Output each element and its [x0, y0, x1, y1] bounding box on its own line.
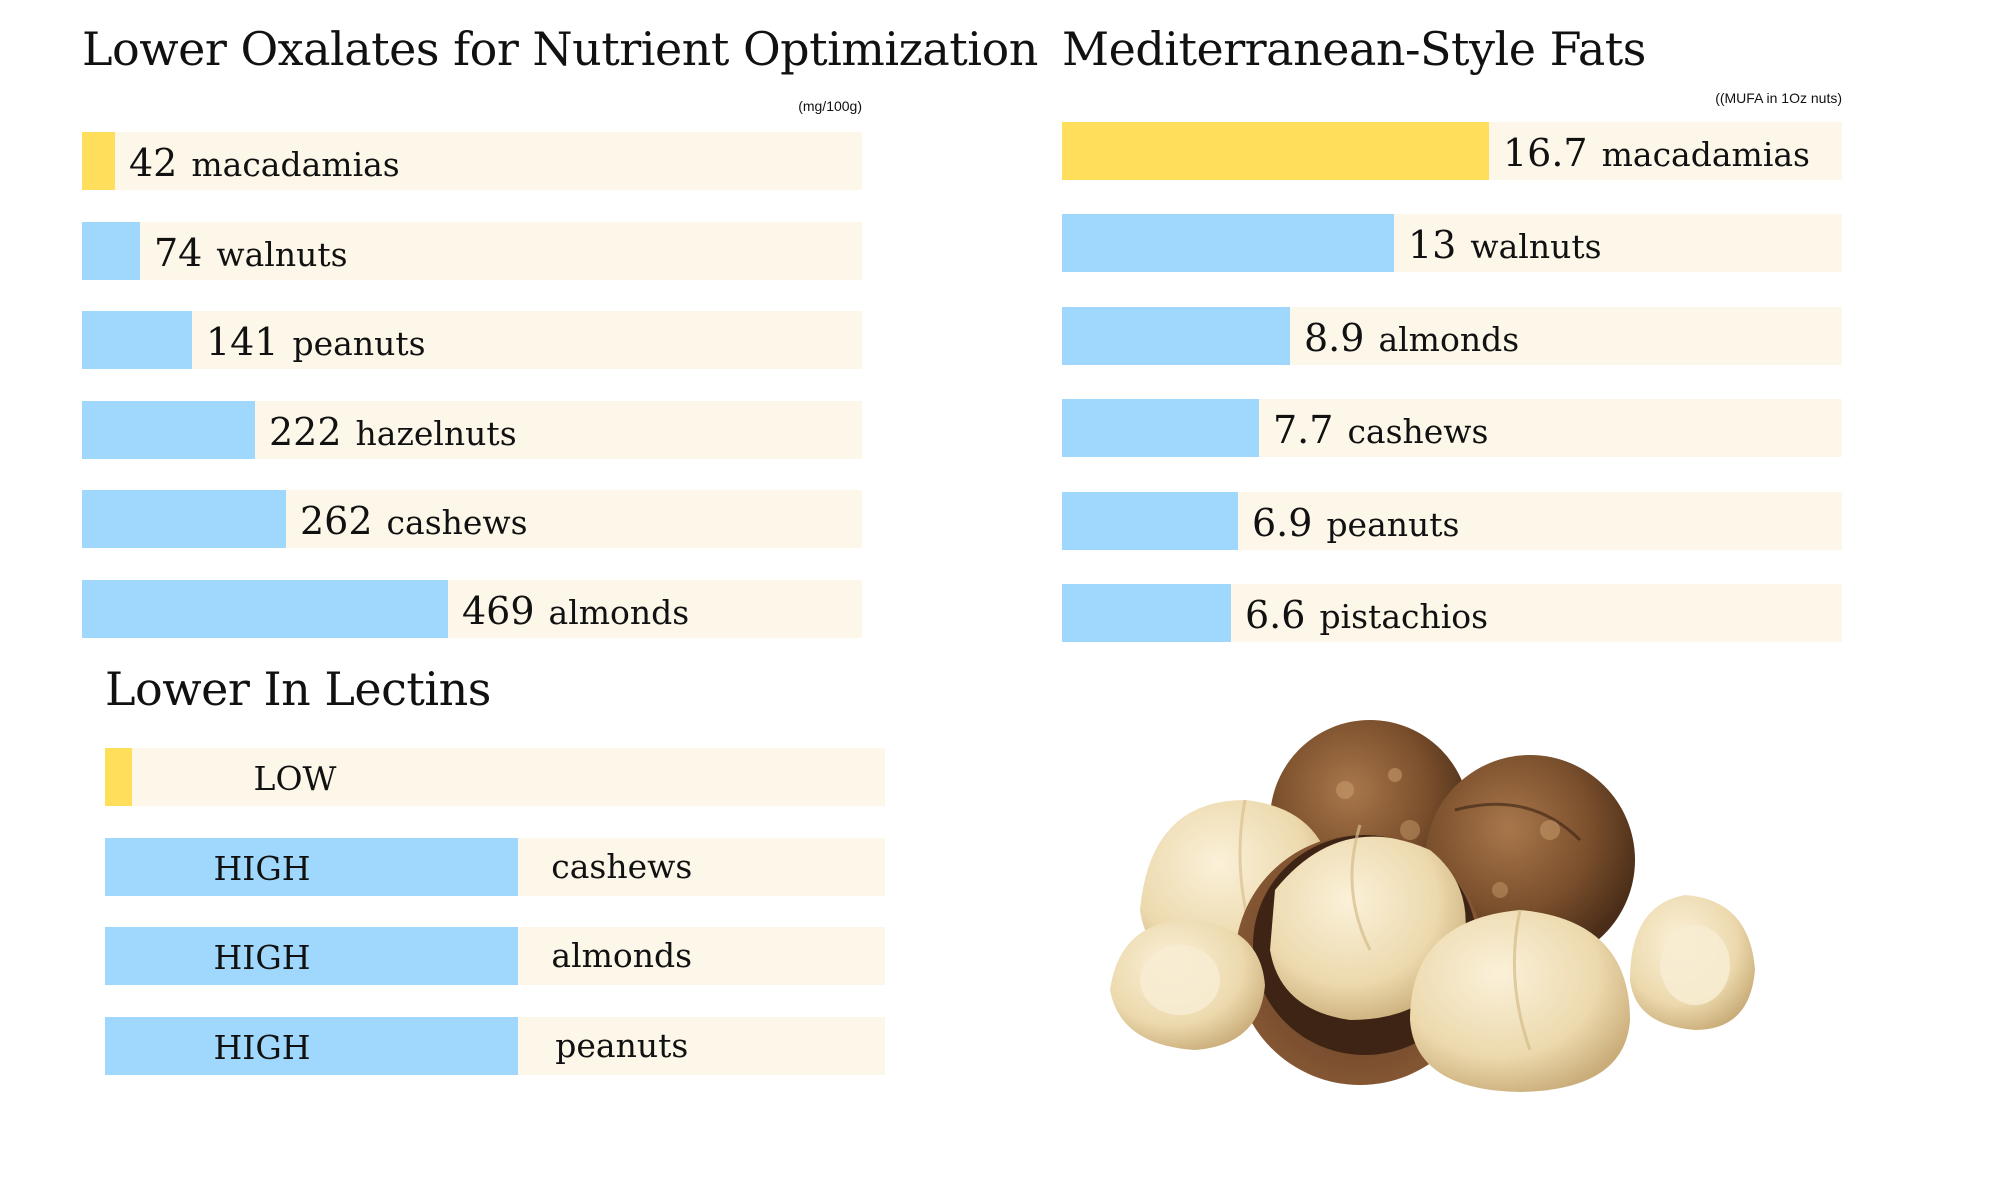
- nut-label: cashews: [551, 846, 693, 886]
- bar-row: 469 almonds: [82, 580, 862, 638]
- value-label: 74: [154, 230, 203, 275]
- nut-label: peanuts: [555, 1025, 689, 1065]
- value-label: 13: [1408, 223, 1457, 268]
- bar-row: 16.7 macadamias: [1062, 122, 1842, 180]
- value-label: 6.9: [1252, 500, 1313, 545]
- category-label: macadamias: [1601, 135, 1810, 174]
- bar: [82, 221, 140, 280]
- kernel-front-center: [1410, 909, 1630, 1092]
- category-label: peanuts: [1326, 504, 1460, 544]
- value-label: 222: [269, 409, 342, 454]
- bar-label: 13 walnuts: [1408, 214, 1602, 272]
- bar: [82, 311, 192, 370]
- bar-row: 13 walnuts: [1062, 214, 1842, 273]
- lectin-row: HIGH almonds: [105, 927, 885, 985]
- value-label: 7.7: [1273, 408, 1334, 453]
- nut-shell-back-right: [1425, 755, 1635, 965]
- kernel-half-right: [1630, 895, 1755, 1030]
- value-label: 6.6: [1245, 593, 1306, 637]
- bar-row: 7.7 cashews: [1062, 399, 1842, 458]
- category-label: walnuts: [1470, 227, 1602, 267]
- bar: [1062, 306, 1290, 365]
- oxalates-chart: Lower Oxalates for Nutrient Optimization…: [82, 22, 1038, 642]
- bar: [1062, 491, 1238, 550]
- level-bar: [105, 748, 132, 806]
- bar-label: 42 macadamias: [129, 132, 400, 190]
- category-label: pistachios: [1319, 597, 1489, 636]
- bar: [1062, 214, 1394, 273]
- bar-label: 6.6 pistachios: [1245, 584, 1488, 642]
- bar-label: 7.7 cashews: [1273, 399, 1489, 457]
- lectin-row: LOW: [105, 748, 885, 806]
- level-bar: [105, 837, 518, 896]
- category-label: almonds: [1378, 319, 1520, 359]
- level-label: HIGH: [213, 1027, 311, 1067]
- value-label: 469: [462, 589, 535, 633]
- bar: [1062, 122, 1489, 180]
- bar-label: 6.9 peanuts: [1252, 492, 1459, 550]
- bar-row: 222 hazelnuts: [82, 400, 862, 459]
- bar: [82, 132, 115, 190]
- bar-label: 8.9 almonds: [1304, 307, 1519, 365]
- level-bar: [105, 927, 518, 985]
- bar-row: 6.9 peanuts: [1062, 491, 1842, 550]
- lectin-row: HIGH peanuts: [105, 1016, 885, 1075]
- bar: [82, 490, 286, 549]
- level-bar: [105, 1016, 518, 1075]
- chart-title: Lower Oxalates for Nutrient Optimization: [82, 22, 1038, 76]
- bar: [82, 400, 255, 459]
- macadamia-nuts-illustration: [1110, 720, 1755, 1092]
- category-label: hazelnuts: [355, 413, 517, 453]
- category-label: almonds: [548, 593, 690, 632]
- chart-title: Mediterranean-Style Fats: [1062, 22, 1646, 76]
- bar-label: 469 almonds: [462, 580, 689, 638]
- bar-row: 262 cashews: [82, 490, 862, 549]
- category-label: macadamias: [191, 145, 400, 184]
- lectin-row: HIGH cashews: [105, 837, 885, 896]
- nut-label: almonds: [551, 936, 693, 975]
- bar-label: 222 hazelnuts: [269, 401, 517, 459]
- value-label: 8.9: [1304, 315, 1365, 360]
- bar-row: 42 macadamias: [82, 132, 862, 190]
- bar-row: 141 peanuts: [82, 311, 862, 370]
- unit-label: (mg/100g): [798, 98, 862, 114]
- lectins-chart: Lower In Lectins LOW HIGH cashews HIGH almon…: [105, 662, 885, 1082]
- category-label: walnuts: [216, 234, 348, 274]
- bar-row: 8.9 almonds: [1062, 306, 1842, 365]
- value-label: 262: [300, 499, 373, 544]
- bar-label: 262 cashews: [300, 490, 528, 548]
- category-label: peanuts: [292, 324, 426, 364]
- mufa-chart: Mediterranean-Style Fats ((MUFA in 1Oz n…: [1062, 22, 1842, 642]
- kernel-half-left: [1110, 920, 1265, 1050]
- category-label: cashews: [386, 503, 528, 543]
- unit-label: ((MUFA in 1Oz nuts): [1715, 90, 1842, 106]
- level-label: HIGH: [213, 938, 311, 977]
- category-label: cashews: [1347, 412, 1489, 452]
- level-label: HIGH: [213, 848, 311, 888]
- bar-row: 6.6 pistachios: [1062, 584, 1842, 642]
- level-label: LOW: [253, 759, 337, 798]
- value-label: 141: [206, 320, 279, 365]
- chart-title: Lower In Lectins: [105, 662, 491, 716]
- value-label: 42: [129, 141, 178, 185]
- bar-label: 16.7 macadamias: [1503, 122, 1810, 180]
- bar: [82, 580, 448, 638]
- bar-row: 74 walnuts: [82, 221, 862, 280]
- bar: [1062, 584, 1231, 642]
- bar-label: 141 peanuts: [206, 311, 426, 369]
- value-label: 16.7: [1503, 131, 1588, 175]
- bar-label: 74 walnuts: [154, 222, 348, 280]
- bar: [1062, 399, 1259, 458]
